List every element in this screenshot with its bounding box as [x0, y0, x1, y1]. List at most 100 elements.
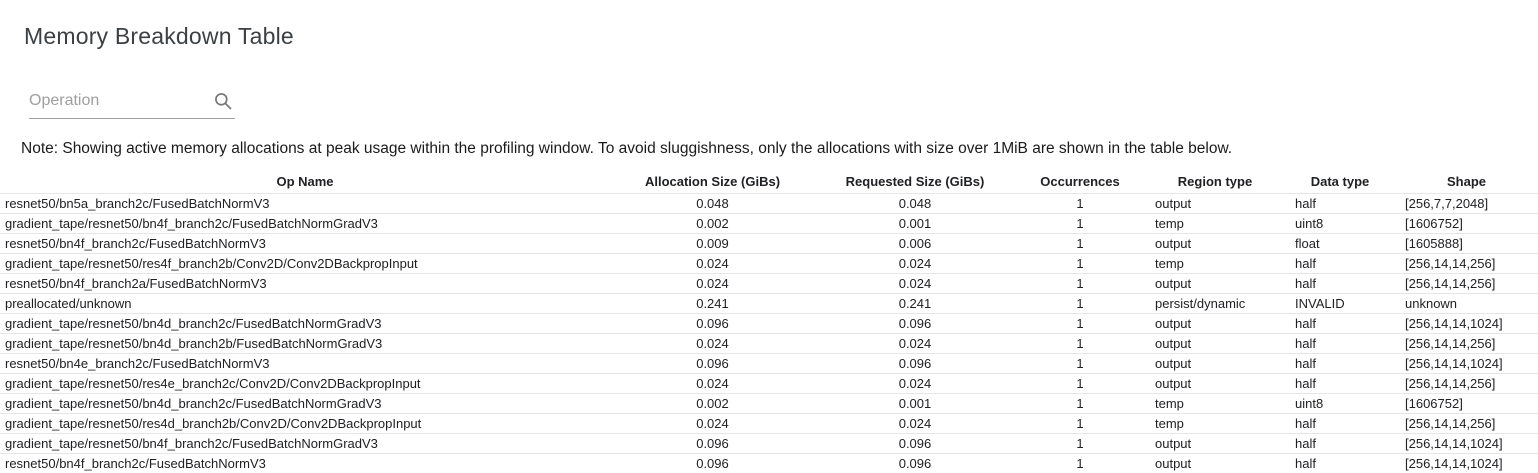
requested-size-cell: 0.096 — [815, 432, 1015, 453]
occurrences-cell: 1 — [1015, 412, 1145, 433]
data-type-cell: half — [1285, 312, 1395, 333]
table-row[interactable]: resnet50/bn5a_branch2c/FusedBatchNormV3 0… — [0, 192, 1538, 213]
region-type-cell: temp — [1145, 212, 1285, 233]
occurrences-cell: 1 — [1015, 392, 1145, 413]
column-header-shape[interactable]: Shape — [1446, 174, 1486, 190]
data-type-cell: half — [1285, 272, 1395, 293]
table-row[interactable]: gradient_tape/resnet50/bn4f_branch2c/Fus… — [0, 432, 1538, 453]
data-type-cell: half — [1285, 332, 1395, 353]
shape-cell: [256,14,14,256] — [1395, 332, 1538, 353]
shape-cell: [1605888] — [1395, 232, 1538, 253]
requested-size-cell: 0.096 — [815, 352, 1015, 373]
op-name-cell: gradient_tape/resnet50/bn4d_branch2c/Fus… — [0, 392, 610, 413]
data-type-cell: uint8 — [1285, 392, 1395, 413]
table-row[interactable]: preallocated/unknown 0.241 0.241 1 persist/d… — [0, 292, 1538, 313]
shape-cell: [256,14,14,1024] — [1395, 452, 1538, 473]
shape-cell: unknown — [1395, 292, 1538, 313]
shape-cell: [256,14,14,1024] — [1395, 312, 1538, 333]
occurrences-cell: 1 — [1015, 332, 1145, 353]
region-type-cell: output — [1145, 332, 1285, 353]
column-header-region-type[interactable]: Region type — [1177, 174, 1253, 190]
occurrences-cell: 1 — [1015, 212, 1145, 233]
requested-size-cell: 0.096 — [815, 312, 1015, 333]
region-type-cell: persist/dynamic — [1145, 292, 1285, 313]
column-header-requested-size[interactable]: Requested Size (GiBs) — [845, 174, 985, 190]
search-input[interactable] — [29, 86, 205, 116]
table-row[interactable]: gradient_tape/resnet50/bn4f_branch2c/Fus… — [0, 212, 1538, 233]
requested-size-cell: 0.024 — [815, 252, 1015, 273]
allocation-size-cell: 0.048 — [610, 192, 815, 213]
op-name-cell: gradient_tape/resnet50/res4d_branch2b/Co… — [0, 412, 610, 433]
requested-size-cell: 0.006 — [815, 232, 1015, 253]
shape-cell: [256,14,14,256] — [1395, 412, 1538, 433]
shape-cell: [1606752] — [1395, 392, 1538, 413]
table-row[interactable]: gradient_tape/resnet50/bn4d_branch2c/Fus… — [0, 312, 1538, 333]
requested-size-cell: 0.024 — [815, 372, 1015, 393]
occurrences-cell: 1 — [1015, 232, 1145, 253]
data-type-cell: half — [1285, 452, 1395, 473]
region-type-cell: output — [1145, 432, 1285, 453]
requested-size-cell: 0.001 — [815, 392, 1015, 413]
data-type-cell: half — [1285, 432, 1395, 453]
op-name-cell: resnet50/bn4f_branch2c/FusedBatchNormV3 — [0, 232, 610, 253]
op-name-cell: gradient_tape/resnet50/bn4d_branch2c/Fus… — [0, 312, 610, 333]
allocation-size-cell: 0.096 — [610, 432, 815, 453]
table-row[interactable]: resnet50/bn4f_branch2c/FusedBatchNormV3 0… — [0, 452, 1538, 473]
data-type-cell: float — [1285, 232, 1395, 253]
allocation-size-cell: 0.241 — [610, 292, 815, 313]
op-name-cell: gradient_tape/resnet50/res4f_branch2b/Co… — [0, 252, 610, 273]
shape-cell: [256,14,14,1024] — [1395, 432, 1538, 453]
data-type-cell: half — [1285, 252, 1395, 273]
table-row[interactable]: gradient_tape/resnet50/res4f_branch2b/Co… — [0, 252, 1538, 273]
allocation-size-cell: 0.024 — [610, 372, 815, 393]
requested-size-cell: 0.241 — [815, 292, 1015, 313]
allocation-size-cell: 0.002 — [610, 392, 815, 413]
column-header-occurrences[interactable]: Occurrences — [1040, 174, 1120, 190]
column-header-data-type[interactable]: Data type — [1310, 174, 1370, 190]
note-text: Note: Showing active memory allocations … — [21, 140, 1233, 157]
region-type-cell: temp — [1145, 412, 1285, 433]
data-type-cell: half — [1285, 372, 1395, 393]
table-row[interactable]: gradient_tape/resnet50/res4e_branch2c/Co… — [0, 372, 1538, 393]
occurrences-cell: 1 — [1015, 432, 1145, 453]
requested-size-cell: 0.096 — [815, 452, 1015, 473]
requested-size-cell: 0.024 — [815, 272, 1015, 293]
occurrences-cell: 1 — [1015, 272, 1145, 293]
occurrences-cell: 1 — [1015, 312, 1145, 333]
table-row[interactable]: resnet50/bn4f_branch2c/FusedBatchNormV3 0… — [0, 232, 1538, 253]
shape-cell: [256,14,14,256] — [1395, 272, 1538, 293]
data-type-cell: half — [1285, 412, 1395, 433]
occurrences-cell: 1 — [1015, 352, 1145, 373]
region-type-cell: output — [1145, 232, 1285, 253]
table-row[interactable]: gradient_tape/resnet50/bn4d_branch2c/Fus… — [0, 392, 1538, 413]
requested-size-cell: 0.024 — [815, 412, 1015, 433]
region-type-cell: output — [1145, 192, 1285, 213]
table-row[interactable]: gradient_tape/resnet50/bn4d_branch2b/Fus… — [0, 332, 1538, 353]
data-type-cell: uint8 — [1285, 212, 1395, 233]
region-type-cell: output — [1145, 372, 1285, 393]
op-name-cell: preallocated/unknown — [0, 292, 610, 313]
column-header-op-name[interactable]: Op Name — [276, 174, 334, 190]
op-name-cell: resnet50/bn4f_branch2c/FusedBatchNormV3 — [0, 452, 610, 473]
table-row[interactable]: gradient_tape/resnet50/res4d_branch2b/Co… — [0, 412, 1538, 433]
data-type-cell: half — [1285, 192, 1395, 213]
table-row[interactable]: resnet50/bn4e_branch2c/FusedBatchNormV3 0… — [0, 352, 1538, 373]
shape-cell: [256,7,7,2048] — [1395, 192, 1538, 213]
requested-size-cell: 0.024 — [815, 332, 1015, 353]
op-name-cell: gradient_tape/resnet50/bn4f_branch2c/Fus… — [0, 212, 610, 233]
operation-search-field[interactable] — [29, 86, 235, 119]
occurrences-cell: 1 — [1015, 252, 1145, 273]
op-name-cell: resnet50/bn4f_branch2a/FusedBatchNormV3 — [0, 272, 610, 293]
op-name-cell: gradient_tape/resnet50/bn4d_branch2b/Fus… — [0, 332, 610, 353]
occurrences-cell: 1 — [1015, 292, 1145, 313]
allocation-size-cell: 0.024 — [610, 332, 815, 353]
occurrences-cell: 1 — [1015, 192, 1145, 213]
region-type-cell: temp — [1145, 392, 1285, 413]
op-name-cell: resnet50/bn4e_branch2c/FusedBatchNormV3 — [0, 352, 610, 373]
column-header-allocation-size[interactable]: Allocation Size (GiBs) — [644, 174, 781, 190]
region-type-cell: output — [1145, 352, 1285, 373]
table-row[interactable]: resnet50/bn4f_branch2a/FusedBatchNormV3 0… — [0, 272, 1538, 293]
memory-table-body: resnet50/bn5a_branch2c/FusedBatchNormV3 0… — [0, 192, 1538, 473]
memory-breakdown-table: Op Name Allocation Size (GiBs) Requested S… — [0, 171, 1538, 473]
shape-cell: [1606752] — [1395, 212, 1538, 233]
